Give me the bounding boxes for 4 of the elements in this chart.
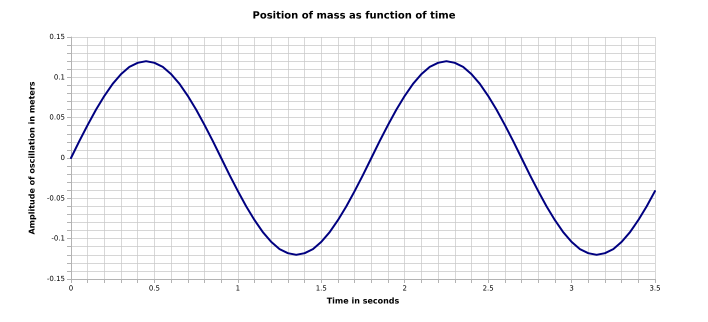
x-axis-title: Time in seconds xyxy=(326,296,400,306)
chart-title: Position of mass as function of time xyxy=(252,10,456,22)
line-series xyxy=(70,60,656,256)
y-axis-title: Amplitude of oscillation in meters xyxy=(27,81,36,235)
